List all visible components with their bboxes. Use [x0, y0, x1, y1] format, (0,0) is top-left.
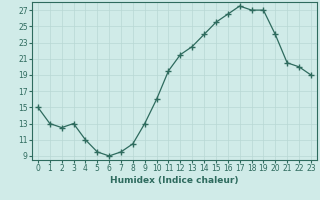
X-axis label: Humidex (Indice chaleur): Humidex (Indice chaleur) [110, 176, 239, 185]
